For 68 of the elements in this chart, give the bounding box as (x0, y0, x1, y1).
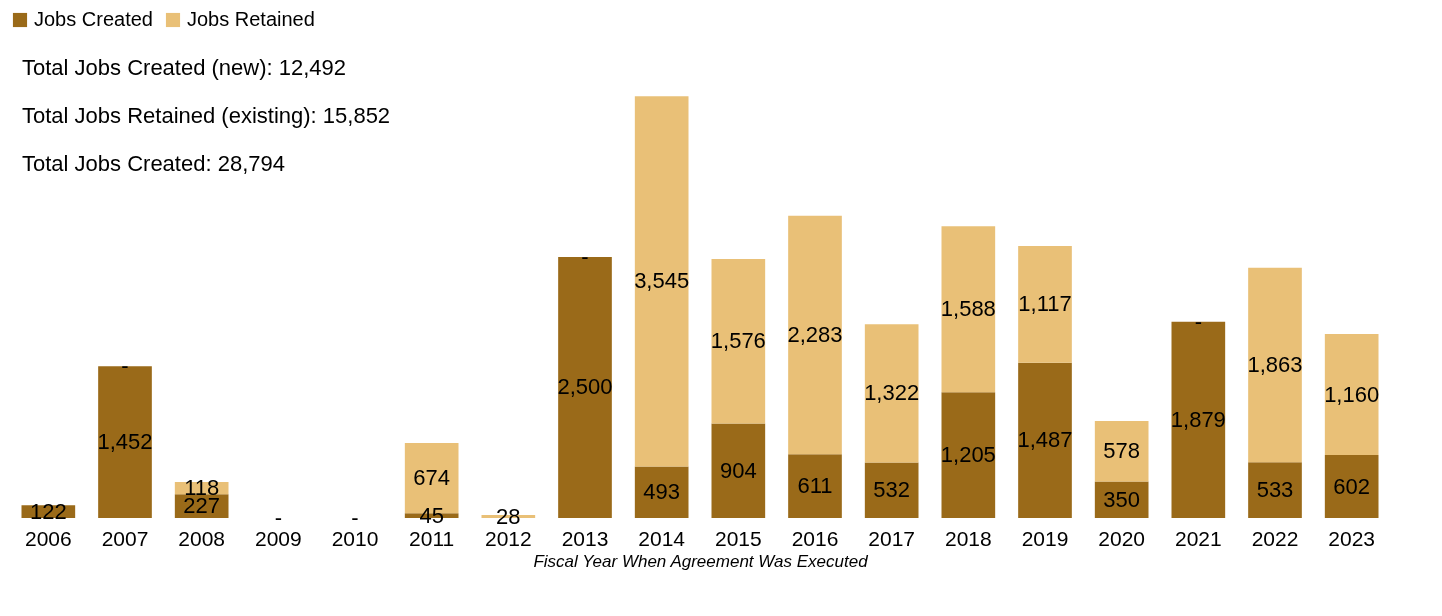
x-tick-label: 2015 (714, 526, 762, 550)
bar (711, 258, 766, 424)
bar (1018, 362, 1072, 518)
bar (1324, 455, 1379, 518)
bar (1094, 421, 1149, 482)
x-tick-label: 2017 (868, 526, 916, 550)
annotation: Total Jobs Created: 28,794 (22, 151, 285, 176)
data-label: 611 (797, 473, 833, 499)
data-label: 1,117 (1018, 291, 1072, 317)
bar (1248, 267, 1302, 463)
legend-label: Jobs Retained (187, 8, 315, 30)
data-label: - (1194, 308, 1202, 334)
x-tick-label: 2021 (1174, 526, 1222, 550)
data-label: 28 (496, 503, 521, 529)
data-label: 602 (1333, 473, 1371, 499)
data-label: 2,500 (557, 374, 613, 400)
data-label: 532 (873, 477, 911, 503)
data-label: 1,863 (1247, 352, 1303, 378)
bar (1324, 333, 1379, 456)
text: Total Jobs Created (new): 12,492 (22, 55, 347, 80)
bar (98, 366, 152, 518)
x-tick-label: 2019 (1021, 526, 1069, 550)
x-axis-title: Fiscal Year When Agreement Was Executed (533, 551, 869, 571)
data-label: 1,879 (1170, 406, 1226, 432)
x-tick-label: 2013 (561, 526, 609, 550)
bar (634, 96, 689, 467)
data-label: 1,160 (1324, 381, 1380, 407)
data-label: 1,576 (710, 328, 766, 354)
x-tick-label: 2023 (1328, 526, 1376, 550)
bar (941, 392, 996, 518)
data-label: 533 (1256, 477, 1294, 503)
bar (711, 423, 766, 518)
bar (864, 324, 919, 463)
data-label: 1,322 (864, 380, 920, 406)
x-tick-label: 2022 (1251, 526, 1299, 550)
legend-label: Jobs Created (34, 8, 153, 30)
annotation: Total Jobs Retained (existing): 15,852 (22, 103, 391, 128)
x-tick-label: 2014 (638, 526, 686, 550)
bar (788, 215, 842, 455)
data-label: - (581, 243, 589, 269)
data-label: 1,452 (97, 429, 153, 455)
data-label: 674 (413, 465, 451, 491)
data-label: 904 (719, 457, 757, 483)
x-tick-label: 2011 (409, 526, 455, 550)
data-label: 493 (643, 479, 681, 505)
x-tick-label: 2007 (101, 526, 149, 550)
bar (941, 226, 996, 393)
data-label: 1,205 (940, 442, 996, 468)
data-label: 122 (29, 498, 67, 524)
data-label: 2,283 (787, 321, 843, 347)
data-label: 1,487 (1017, 427, 1073, 453)
x-tick-label: 2006 (24, 526, 72, 550)
bar (864, 462, 919, 518)
x-tick-label: 2018 (944, 526, 992, 550)
data-label: 1,588 (940, 296, 996, 322)
bar (1248, 462, 1302, 518)
data-label: 350 (1103, 486, 1141, 512)
bar (1018, 246, 1072, 363)
bar (788, 454, 842, 518)
data-label: 3,545 (634, 268, 690, 294)
bar (1171, 321, 1226, 518)
x-tick-label: 2008 (178, 526, 226, 550)
data-label: 578 (1103, 438, 1141, 464)
x-tick-label: 2020 (1098, 526, 1146, 550)
x-tick-label: 2016 (791, 526, 839, 550)
bar (558, 256, 612, 518)
data-label: - (121, 353, 129, 379)
x-tick-label: 2012 (484, 526, 532, 550)
